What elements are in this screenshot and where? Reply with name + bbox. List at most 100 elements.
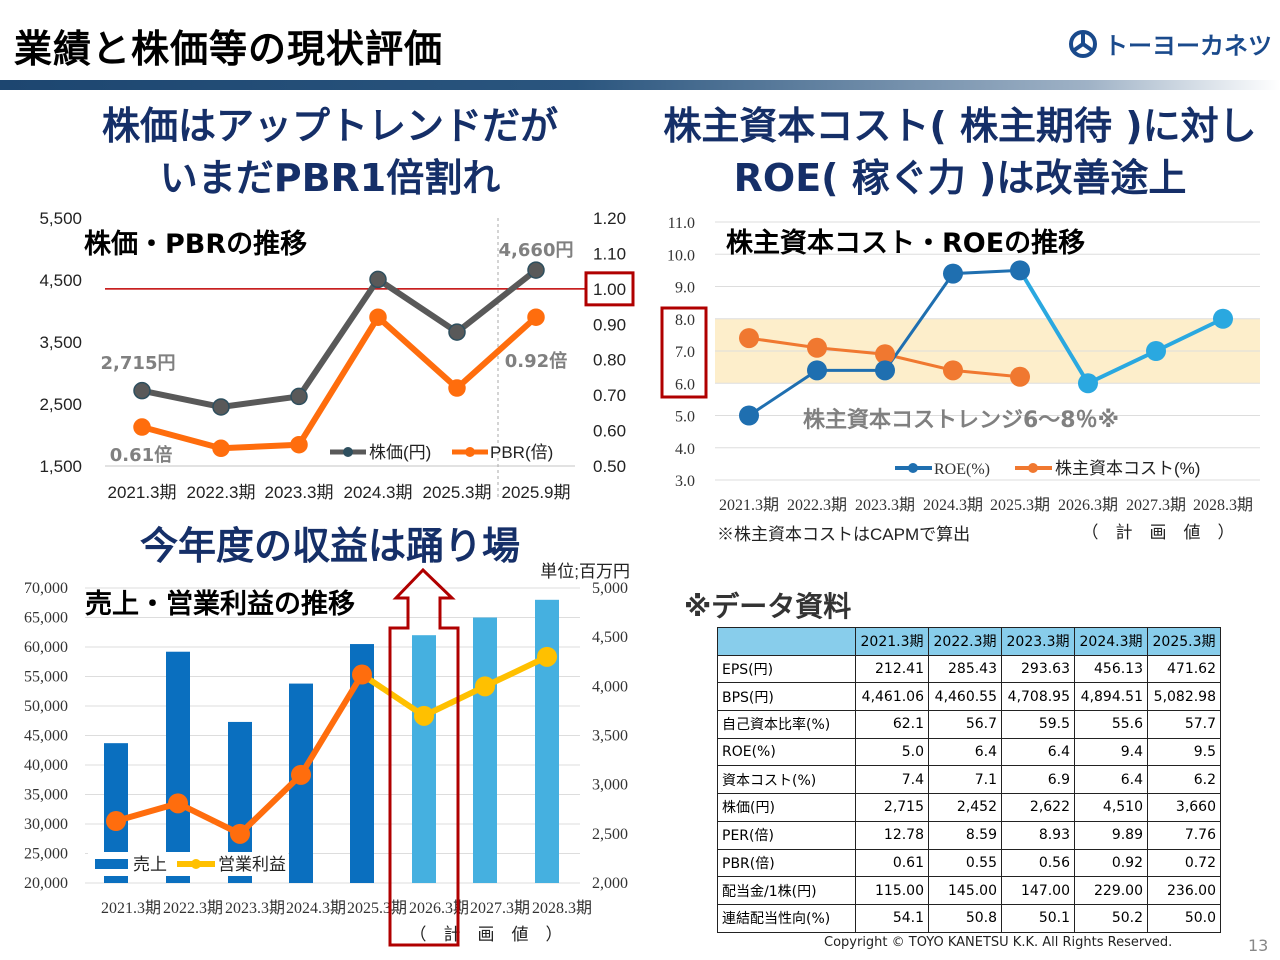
y-left-tick-label: 50,000 xyxy=(24,698,68,715)
data-point-pbr xyxy=(448,379,466,397)
x-tick-label: 2024.3期 xyxy=(286,899,346,917)
table-cell: 7.4 xyxy=(855,765,929,795)
table-cell: 4,460.55 xyxy=(928,682,1002,712)
row-label: 資本コスト(%) xyxy=(717,765,856,795)
x-tick-label: 2023.3期 xyxy=(855,496,915,514)
table-cell: 5.0 xyxy=(855,737,929,767)
y-tick-label: 10.0 xyxy=(667,247,695,264)
table-cell: 55.6 xyxy=(1074,710,1148,739)
table-row: BPS(円) 4,461.06 4,460.55 4,708.95 4,894.51 5,… xyxy=(717,682,1221,712)
data-point-cost xyxy=(739,328,759,349)
table-cell: 293.63 xyxy=(1001,654,1075,684)
table-cell: 3,660 xyxy=(1147,793,1221,822)
company-logo: トーヨーカネツ xyxy=(1068,26,1272,61)
legend-marker-cost xyxy=(1028,463,1038,473)
row-label: 株価(円) xyxy=(717,793,856,822)
row-label: PER(倍) xyxy=(717,820,856,850)
table-cell: 0.61 xyxy=(855,848,929,878)
table-cell: 6.4 xyxy=(1001,737,1075,767)
table-cell: 4,510 xyxy=(1074,793,1148,822)
data-point-roe xyxy=(875,360,895,381)
slide-title: 業績と株価等の現状評価 xyxy=(14,27,444,71)
table-header-row: 2021.3期 2022.3期 2023.3期 2024.3期 2025.3期 xyxy=(717,627,1221,656)
y-tick-label: 4.0 xyxy=(675,441,695,458)
x-tick-label: 2021.3期 xyxy=(101,899,161,917)
row-label: 連結配当性向(%) xyxy=(717,903,856,933)
y-right-tick-label: 0.70 xyxy=(593,386,626,405)
legend-marker-pbr xyxy=(465,447,475,457)
x-tick-label: 2024.3期 xyxy=(923,496,983,514)
y-left-tick-label: 40,000 xyxy=(24,757,68,774)
headline-bottom: 今年度の収益は踊り場 xyxy=(139,524,520,568)
data-point-op-profit xyxy=(537,646,557,667)
data-point-pbr xyxy=(133,418,151,436)
x-tick-label: 2022.3期 xyxy=(163,899,223,917)
table-cell: 115.00 xyxy=(855,876,929,905)
data-table: 2021.3期 2022.3期 2023.3期 2024.3期 2025.3期 EPS(… xyxy=(717,627,1221,933)
y-left-tick-label: 30,000 xyxy=(24,816,68,833)
table-cell: 0.55 xyxy=(928,848,1002,878)
table-cell: 145.00 xyxy=(928,876,1002,905)
y-right-tick-label: 0.90 xyxy=(593,315,626,334)
x-tick-label: 2025.3期 xyxy=(347,899,407,917)
y-left-tick-label: 70,000 xyxy=(24,580,68,597)
headline-left-line1: 株価はアップトレンドだが xyxy=(101,104,558,148)
y-left-tick-label: 4,500 xyxy=(39,271,82,290)
bar-sales xyxy=(166,651,190,883)
data-point-pbr xyxy=(369,308,387,326)
table-cell: 54.1 xyxy=(855,903,929,933)
table-cell: 59.5 xyxy=(1001,710,1075,739)
table-row: 自己資本比率(%) 62.1 56.7 59.5 55.6 57.7 xyxy=(717,710,1221,739)
data-point-pbr xyxy=(212,439,230,458)
legend-label-price: 株価(円) xyxy=(369,443,431,462)
row-label: PBR(倍) xyxy=(717,848,856,878)
x-tick-label: 2025.9期 xyxy=(502,483,571,502)
table-row: 資本コスト(%) 7.4 7.1 6.9 6.4 6.2 xyxy=(717,765,1221,795)
table-row: 連結配当性向(%) 54.1 50.8 50.1 50.2 50.0 xyxy=(717,903,1221,933)
table-cell: 50.0 xyxy=(1147,903,1221,933)
table-cell: 285.43 xyxy=(928,654,1002,684)
x-tick-label: 2027.3期 xyxy=(470,899,530,917)
cost-range-highlight-box xyxy=(660,306,708,399)
x-tick-label: 2023.3期 xyxy=(265,483,334,502)
table-cell: 50.8 xyxy=(928,903,1002,933)
data-point-op-profit xyxy=(475,676,495,697)
table-row: 株価(円) 2,715 2,452 2,622 4,510 3,660 xyxy=(717,793,1221,822)
table-row: ROE(%) 5.0 6.4 6.4 9.4 9.5 xyxy=(717,737,1221,767)
data-label: 2,715円 xyxy=(101,353,176,374)
footnote: ※株主資本コストはCAPMで算出 xyxy=(717,525,970,544)
y-right-tick-label: 4,000 xyxy=(592,678,628,695)
y-tick-label: 9.0 xyxy=(675,280,695,297)
table-column-header: 2023.3期 xyxy=(1001,627,1075,656)
data-point-price xyxy=(448,323,466,341)
headline-left-line2: いまだPBR1倍割れ xyxy=(159,156,501,200)
y-left-tick-label: 2,500 xyxy=(39,395,82,414)
x-tick-label: 2028.3期 xyxy=(532,899,592,917)
table-cell: 9.5 xyxy=(1147,737,1221,767)
table-row: PBR(倍) 0.61 0.55 0.56 0.92 0.72 xyxy=(717,848,1221,878)
series-line-roe-forecast xyxy=(1018,269,1224,386)
y-left-tick-label: 65,000 xyxy=(24,610,68,627)
table-cell: 0.92 xyxy=(1074,848,1148,878)
chart-title: 株主資本コスト・ROEの推移 xyxy=(726,228,1085,259)
x-tick-label: 2024.3期 xyxy=(344,483,413,502)
data-point-cost xyxy=(1010,366,1030,387)
y-left-tick-label: 60,000 xyxy=(24,639,68,656)
table-cell: 7.1 xyxy=(928,765,1002,795)
y-right-tick-label: 1.20 xyxy=(593,209,626,228)
legend-marker-roe xyxy=(908,463,918,473)
data-label: 0.61倍 xyxy=(110,444,172,466)
table-column-header: 2024.3期 xyxy=(1074,627,1148,656)
x-tick-label: 2021.3期 xyxy=(108,483,177,502)
data-point-roe xyxy=(1078,373,1098,394)
row-label: BPS(円) xyxy=(717,682,856,712)
y-left-tick-label: 25,000 xyxy=(24,846,68,863)
unit-label: 単位;百万円 xyxy=(540,562,630,581)
table-cell: 57.7 xyxy=(1147,710,1221,739)
table-corner xyxy=(717,627,856,656)
data-point-roe xyxy=(807,360,827,381)
x-tick-label: 2026.3期 xyxy=(1058,496,1118,514)
y-left-tick-label: 35,000 xyxy=(24,787,68,804)
y-left-tick-label: 5,500 xyxy=(39,209,82,228)
y-tick-label: 8.0 xyxy=(675,312,695,329)
